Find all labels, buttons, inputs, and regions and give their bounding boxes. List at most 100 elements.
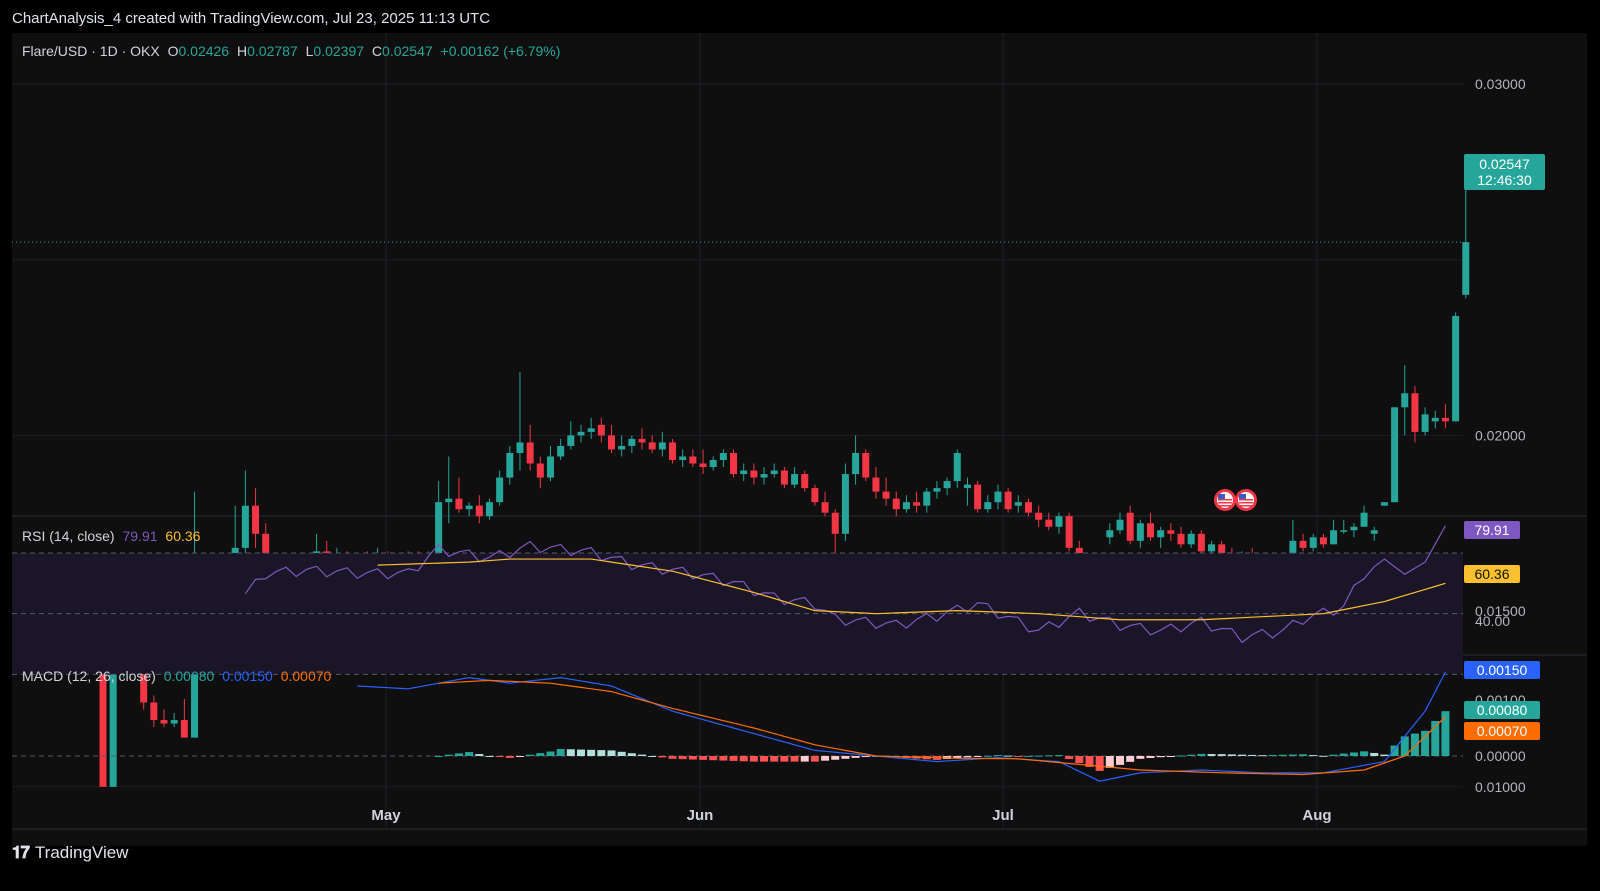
candle-body bbox=[180, 720, 188, 738]
candle-body bbox=[862, 452, 870, 478]
candle-body bbox=[719, 452, 727, 460]
macd-histogram-bar bbox=[597, 750, 606, 756]
macd-histogram-bar bbox=[861, 756, 870, 757]
candle-body bbox=[536, 463, 544, 478]
flag-stripe bbox=[1218, 499, 1232, 501]
candle-body bbox=[516, 442, 524, 453]
price-axis-label: 0.02000 bbox=[1475, 427, 1526, 443]
price-axis-label: 0.01500 bbox=[1475, 603, 1526, 619]
macd-histogram-bar bbox=[1349, 752, 1358, 756]
macd-histogram-bar bbox=[709, 756, 718, 761]
macd-histogram-bar bbox=[475, 754, 484, 756]
macd-histogram-bar bbox=[638, 754, 647, 756]
macd-histogram-bar bbox=[1380, 754, 1389, 756]
candle-body bbox=[699, 463, 707, 468]
symbol-name[interactable]: Flare/USD · 1D · OKX bbox=[22, 43, 160, 59]
candle-body bbox=[1391, 407, 1399, 503]
candle-body bbox=[252, 505, 260, 534]
macd-histogram-bar bbox=[993, 755, 1002, 757]
chart-panel[interactable] bbox=[12, 33, 1587, 846]
candle-body bbox=[638, 438, 646, 443]
candle-body bbox=[567, 435, 575, 446]
rsi-line bbox=[244, 525, 1446, 644]
candle-body bbox=[780, 470, 788, 485]
candle-body bbox=[170, 720, 178, 724]
macd-histogram-bar bbox=[1004, 755, 1013, 757]
macd-line bbox=[357, 671, 1446, 782]
macd-histogram-bar bbox=[668, 756, 677, 759]
candle-body bbox=[628, 438, 636, 446]
macd-histogram-bar bbox=[841, 756, 850, 759]
candle-body bbox=[526, 442, 534, 464]
macd-histogram-bar bbox=[749, 756, 758, 762]
macd-histogram-bar bbox=[1390, 745, 1399, 756]
candle-body bbox=[923, 491, 931, 506]
macd-histogram-bar bbox=[1299, 754, 1308, 756]
macd-histogram-bar bbox=[434, 756, 443, 757]
candle-body bbox=[831, 512, 839, 534]
macd-histogram-bar bbox=[1065, 756, 1074, 760]
macd-histogram-bar bbox=[576, 749, 585, 756]
candle-body bbox=[1065, 516, 1073, 548]
macd-histogram-bar bbox=[1024, 755, 1033, 757]
macd-line-value: 0.00150 bbox=[222, 668, 273, 684]
macd-histogram-bar bbox=[1166, 756, 1175, 757]
candle-body bbox=[1126, 512, 1134, 541]
macd-histogram-bar bbox=[505, 756, 514, 758]
candle-body bbox=[109, 674, 117, 787]
candle-body bbox=[150, 702, 158, 721]
candle-body bbox=[1330, 530, 1338, 545]
candle-body bbox=[1431, 417, 1439, 422]
candle-body bbox=[1055, 516, 1063, 527]
macd-histogram-bar bbox=[770, 756, 779, 762]
macd-line-value-label: 0.00150 bbox=[1464, 661, 1540, 679]
macd-histogram-bar bbox=[973, 756, 982, 757]
macd-signal-value: 0.00070 bbox=[280, 668, 332, 684]
candle-body bbox=[760, 474, 768, 478]
candle-body bbox=[1167, 530, 1175, 534]
macd-histogram-bar bbox=[851, 756, 860, 758]
candle-body bbox=[902, 502, 910, 510]
macd-histogram-bar bbox=[1014, 756, 1023, 757]
candle-body bbox=[933, 488, 941, 492]
candle-body bbox=[577, 431, 585, 436]
macd-histogram-bar bbox=[1319, 755, 1328, 757]
macd-signal-line bbox=[438, 679, 1446, 776]
candle-body bbox=[872, 477, 880, 492]
candle-body bbox=[1370, 530, 1378, 534]
macd-histogram-bar bbox=[1044, 755, 1053, 757]
macd-legend: MACD (12, 26, close) 0.00080 0.00150 0.0… bbox=[22, 668, 335, 684]
candle-body bbox=[160, 720, 168, 724]
candle-body bbox=[1136, 523, 1144, 541]
candle-body bbox=[506, 452, 514, 478]
macd-histogram-bar bbox=[627, 753, 636, 756]
macd-histogram-bar bbox=[495, 756, 504, 757]
candle-body bbox=[1309, 537, 1317, 548]
candle-body bbox=[740, 470, 748, 475]
macd-histogram-bar bbox=[1441, 711, 1450, 756]
tradingview-logo[interactable]: 𝟏𝟕 TradingView bbox=[12, 843, 128, 863]
candle-body bbox=[1360, 512, 1368, 527]
candle-body bbox=[1208, 544, 1216, 552]
macd-histogram-bar bbox=[963, 756, 972, 758]
macd-histogram-bar bbox=[1177, 755, 1186, 757]
candle-body bbox=[557, 445, 565, 457]
time-axis-label: Jul bbox=[992, 807, 1014, 824]
candle-body bbox=[709, 459, 717, 468]
macd-histogram-bar bbox=[566, 749, 575, 756]
macd-histogram-bar bbox=[1197, 753, 1206, 756]
rsi-ma-line bbox=[377, 558, 1446, 621]
macd-histogram-bar bbox=[617, 751, 626, 756]
rsi-indicator-name[interactable]: RSI (14, close) bbox=[22, 528, 115, 544]
candle-body bbox=[974, 484, 982, 510]
candle-body bbox=[1350, 526, 1358, 531]
tradingview-brand-text: TradingView bbox=[34, 843, 129, 862]
macd-histogram-bar bbox=[1278, 754, 1287, 756]
candle-body bbox=[1380, 502, 1388, 506]
candle-body bbox=[882, 491, 890, 499]
chart-attribution: ChartAnalysis_4 created with TradingView… bbox=[12, 10, 491, 27]
candle-body bbox=[1441, 417, 1449, 422]
macd-indicator-name[interactable]: MACD (12, 26, close) bbox=[22, 668, 156, 684]
macd-histogram-bar bbox=[1034, 755, 1043, 757]
